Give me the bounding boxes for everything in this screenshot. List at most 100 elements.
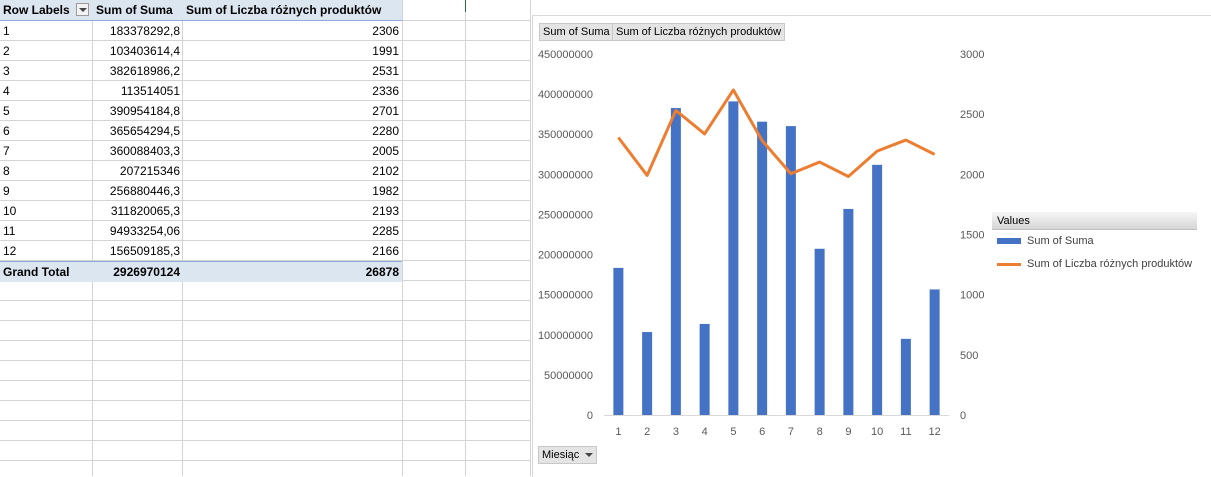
row-label-cell[interactable]: 11 bbox=[3, 224, 16, 238]
bar-sum-of-suma[interactable] bbox=[757, 121, 768, 415]
left-axis-tick-label: 100000000 bbox=[538, 330, 593, 342]
table-row: 5 390954184,8 2701 bbox=[0, 101, 402, 121]
bar-sum-of-suma[interactable] bbox=[642, 332, 653, 415]
row-labels-header: Row Labels bbox=[3, 3, 70, 17]
grand-total-row: Grand Total 2926970124 26878 bbox=[0, 261, 402, 282]
left-axis-tick-label: 150000000 bbox=[538, 290, 593, 302]
bar-sum-of-suma[interactable] bbox=[728, 101, 739, 416]
row-label-cell[interactable]: 10 bbox=[3, 204, 17, 218]
suma-cell[interactable]: 103403614,4 bbox=[109, 44, 180, 58]
suma-cell[interactable]: 360088403,3 bbox=[109, 144, 180, 158]
table-row: 7 360088403,3 2005 bbox=[0, 141, 402, 161]
bar-sum-of-suma[interactable] bbox=[843, 208, 854, 415]
bar-sum-of-suma[interactable] bbox=[785, 126, 796, 415]
liczba-cell[interactable]: 1991 bbox=[372, 44, 399, 58]
liczba-cell[interactable]: 2531 bbox=[372, 64, 399, 78]
liczba-cell[interactable]: 2193 bbox=[372, 204, 399, 218]
axis-field-label: Miesiąc bbox=[542, 449, 580, 461]
row-label-cell[interactable]: 7 bbox=[3, 144, 10, 158]
liczba-cell[interactable]: 2166 bbox=[372, 244, 399, 258]
bar-sum-of-suma[interactable] bbox=[872, 164, 883, 415]
bar-sum-of-suma[interactable] bbox=[900, 338, 911, 415]
bar-sum-of-suma[interactable] bbox=[929, 289, 940, 415]
x-axis-tick-label: 9 bbox=[845, 426, 851, 438]
row-label-cell[interactable]: 6 bbox=[3, 124, 10, 138]
row-label-cell[interactable]: 3 bbox=[3, 64, 10, 78]
table-row: 1 183378292,8 2306 bbox=[0, 21, 402, 41]
table-row: 8 207215346 2102 bbox=[0, 161, 402, 181]
legend-item-suma: Sum of Suma bbox=[997, 233, 1094, 249]
row-labels-filter-button[interactable] bbox=[76, 3, 89, 16]
line-sum-of-liczba[interactable] bbox=[617, 88, 936, 178]
chevron-down-icon bbox=[585, 453, 594, 458]
row-label-cell[interactable]: 5 bbox=[3, 104, 10, 118]
row-label-cell[interactable]: 1 bbox=[3, 24, 10, 38]
axis-field-button-miesiac[interactable]: Miesiąc bbox=[538, 446, 598, 464]
table-row: 9 256880446,3 1982 bbox=[0, 181, 402, 201]
bar-sum-of-suma[interactable] bbox=[814, 248, 825, 415]
table-row: 3 382618986,2 2531 bbox=[0, 61, 402, 81]
table-row: 11 94933254,06 2285 bbox=[0, 221, 402, 241]
table-row: 12 156509185,3 2166 bbox=[0, 241, 402, 261]
suma-cell[interactable]: 183378292,8 bbox=[109, 24, 180, 38]
suma-cell[interactable]: 365654294,5 bbox=[109, 124, 180, 138]
liczba-cell[interactable]: 2005 bbox=[372, 144, 399, 158]
right-axis-tick-label: 2000 bbox=[960, 169, 984, 181]
legend-title: Values bbox=[992, 212, 1197, 230]
liczba-cell[interactable]: 2306 bbox=[372, 24, 399, 38]
bar-sum-of-suma[interactable] bbox=[613, 267, 624, 415]
left-axis-tick-label: 50000000 bbox=[544, 370, 593, 382]
suma-cell[interactable]: 390954184,8 bbox=[109, 104, 180, 118]
field-button-sum-of-liczba[interactable]: Sum of Liczba różnych produktów bbox=[612, 23, 786, 41]
legend-swatch-bar bbox=[997, 238, 1021, 245]
x-axis-tick-label: 5 bbox=[730, 426, 736, 438]
suma-cell[interactable]: 207215346 bbox=[119, 164, 180, 178]
row-label-cell[interactable]: 8 bbox=[3, 164, 10, 178]
left-axis-tick-label: 350000000 bbox=[538, 129, 593, 141]
x-axis-tick-label: 8 bbox=[817, 426, 823, 438]
x-axis-tick-label: 12 bbox=[929, 426, 941, 438]
grand-total-liczba: 26878 bbox=[365, 265, 399, 279]
grand-total-suma: 2926970124 bbox=[113, 265, 180, 279]
suma-cell[interactable]: 156509185,3 bbox=[109, 244, 180, 258]
legend-label-liczba: Sum of Liczba różnych produktów bbox=[1027, 258, 1193, 270]
table-row: 4 113514051 2336 bbox=[0, 81, 402, 101]
x-axis-tick-label: 3 bbox=[673, 426, 679, 438]
field-button-sum-of-suma[interactable]: Sum of Suma bbox=[539, 23, 614, 41]
left-axis-tick-label: 400000000 bbox=[538, 89, 593, 101]
liczba-cell[interactable]: 2336 bbox=[372, 84, 399, 98]
row-label-cell[interactable]: 4 bbox=[3, 84, 10, 98]
left-axis-tick-label: 300000000 bbox=[538, 169, 593, 181]
right-axis-tick-label: 0 bbox=[960, 410, 966, 422]
table-row: 10 311820065,3 2193 bbox=[0, 201, 402, 221]
liczba-cell[interactable]: 2280 bbox=[372, 124, 399, 138]
right-axis-tick-label: 2500 bbox=[960, 109, 984, 121]
x-axis-tick-label: 11 bbox=[900, 426, 911, 438]
suma-cell[interactable]: 311820065,3 bbox=[110, 204, 180, 218]
sum-of-suma-header: Sum of Suma bbox=[96, 3, 173, 17]
right-axis-tick-label: 1000 bbox=[960, 290, 984, 302]
liczba-cell[interactable]: 2102 bbox=[372, 164, 399, 178]
left-axis-tick-label: 250000000 bbox=[538, 209, 593, 221]
suma-cell[interactable]: 256880446,3 bbox=[109, 184, 180, 198]
suma-cell[interactable]: 113514051 bbox=[120, 84, 180, 98]
grand-total-label: Grand Total bbox=[3, 265, 70, 279]
row-label-cell[interactable]: 2 bbox=[3, 44, 10, 58]
liczba-cell[interactable]: 2285 bbox=[372, 224, 399, 238]
legend-item-liczba: Sum of Liczba różnych produktów bbox=[997, 256, 1192, 272]
chart-legend[interactable]: Values Sum of Suma Sum of Liczba różnych… bbox=[992, 212, 1197, 282]
row-label-cell[interactable]: 9 bbox=[3, 184, 10, 198]
liczba-cell[interactable]: 1982 bbox=[372, 184, 399, 198]
x-axis-tick-label: 4 bbox=[702, 426, 708, 438]
right-axis-tick-label: 1500 bbox=[960, 230, 984, 242]
bar-sum-of-suma[interactable] bbox=[699, 323, 710, 415]
legend-swatch-line bbox=[997, 262, 1021, 266]
left-axis-tick-label: 200000000 bbox=[538, 250, 593, 262]
x-axis-tick-label: 6 bbox=[759, 426, 765, 438]
bar-sum-of-suma[interactable] bbox=[670, 108, 681, 415]
row-label-cell[interactable]: 12 bbox=[3, 244, 17, 258]
right-axis-tick-label: 500 bbox=[960, 350, 978, 362]
liczba-cell[interactable]: 2701 bbox=[372, 104, 399, 118]
suma-cell[interactable]: 94933254,06 bbox=[109, 224, 180, 238]
suma-cell[interactable]: 382618986,2 bbox=[109, 64, 180, 78]
